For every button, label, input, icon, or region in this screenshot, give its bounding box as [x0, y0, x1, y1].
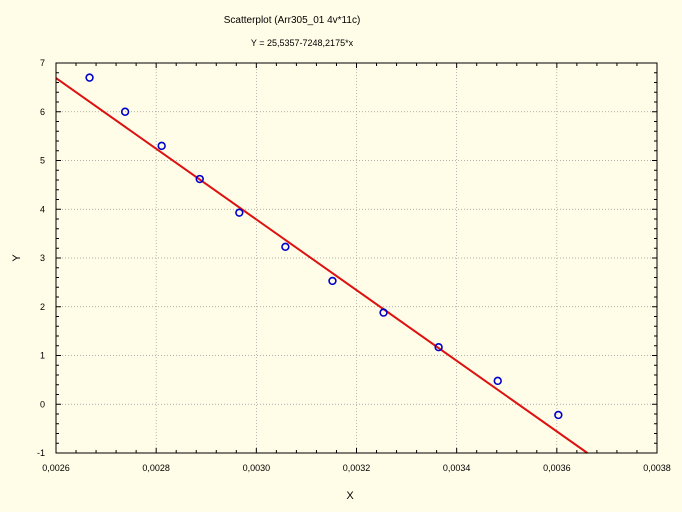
y-tick-label: 1 — [40, 351, 45, 361]
y-tick-label: 0 — [40, 399, 45, 409]
x-tick-labels: 0,0026 0,0028 0,0030 0,0032 0,0034 0,0036 0,00… — [42, 463, 671, 473]
data-point — [554, 410, 563, 420]
data-point — [493, 376, 502, 386]
grid-lines — [56, 63, 657, 453]
x-tick-label: 0,0030 — [243, 463, 271, 473]
x-tick-label: 0,0038 — [643, 463, 671, 473]
y-tick-label: 7 — [40, 58, 45, 68]
y-tick-label: -1 — [37, 448, 45, 458]
x-tick-label: 0,0034 — [443, 463, 471, 473]
data-point — [379, 308, 388, 317]
regression-line — [55, 77, 588, 454]
y-axis-label: Y — [11, 254, 23, 262]
x-axis-label: X — [346, 490, 354, 502]
x-tick-label: 0,0028 — [142, 463, 170, 473]
y-tick-label: 2 — [40, 302, 45, 312]
x-tick-label: 0,0026 — [42, 463, 70, 473]
data-point — [281, 242, 290, 251]
regression-line-layer — [55, 77, 588, 454]
y-tick-label: 4 — [40, 204, 45, 214]
y-tick-labels: -1 0 1 2 3 4 5 6 7 — [37, 58, 45, 458]
y-tick-label: 6 — [40, 107, 45, 117]
y-tick-label: 3 — [40, 253, 45, 263]
x-tick-label: 0,0036 — [543, 463, 571, 473]
x-tick-label: 0,0032 — [343, 463, 371, 473]
data-points — [85, 73, 563, 420]
data-point — [157, 141, 166, 151]
data-point — [85, 73, 94, 82]
data-point — [434, 343, 443, 352]
regression-equation: Y = 25,5357-7248,2175*x — [251, 38, 354, 48]
axis-ticks — [55, 62, 658, 454]
data-point — [235, 208, 244, 217]
y-tick-label: 5 — [40, 156, 45, 166]
data-point — [328, 276, 337, 286]
data-point — [195, 174, 204, 184]
chart-title: Scatterplot (Arr305_01 4v*11c) — [224, 15, 361, 26]
data-point — [120, 107, 130, 116]
